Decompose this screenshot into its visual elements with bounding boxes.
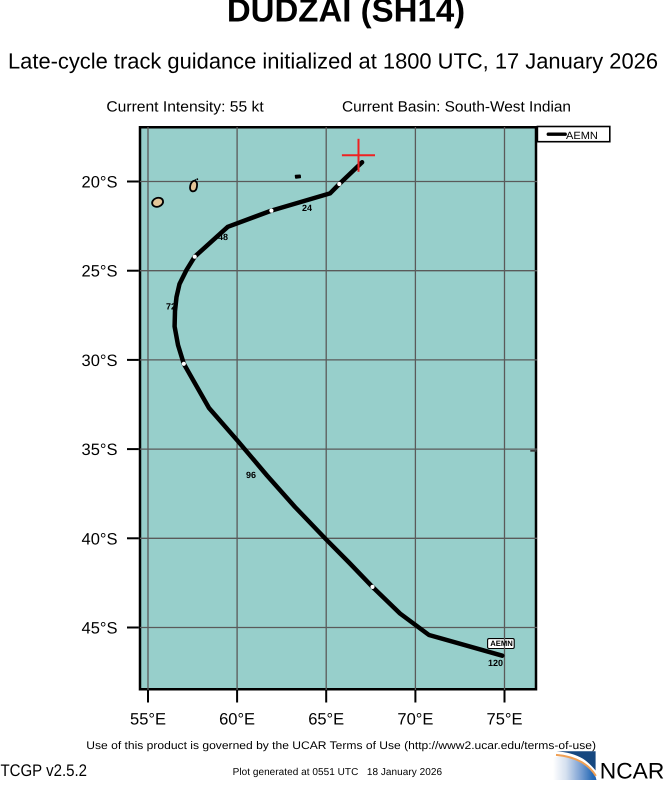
svg-text:TCGP v2.5.2: TCGP v2.5.2: [1, 761, 88, 780]
svg-text:70°E: 70°E: [397, 711, 433, 729]
svg-text:55°E: 55°E: [130, 711, 166, 729]
svg-text:60°E: 60°E: [219, 711, 255, 729]
svg-text:96: 96: [246, 470, 256, 480]
svg-text:35°S: 35°S: [82, 441, 118, 459]
svg-text:Use of this product is governe: Use of this product is governed by the U…: [86, 740, 596, 752]
svg-text:24: 24: [302, 203, 312, 213]
svg-text:45°S: 45°S: [82, 620, 118, 638]
svg-text:NCAR: NCAR: [600, 758, 665, 780]
svg-text:75°E: 75°E: [487, 711, 523, 729]
svg-text:40°S: 40°S: [82, 530, 118, 548]
svg-text:Plot generated at 0551 UTC 1: Plot generated at 0551 UTC 18 January 20…: [233, 767, 443, 778]
svg-text:Late-cycle track guidance init: Late-cycle track guidance initialized at…: [8, 48, 658, 73]
svg-text:Current Intensity: 55 kt: Current Intensity: 55 kt: [106, 99, 264, 115]
svg-text:DUDZAI (SH14): DUDZAI (SH14): [227, 0, 465, 29]
svg-text:20°S: 20°S: [82, 174, 118, 192]
svg-text:48: 48: [218, 232, 228, 242]
svg-text:65°E: 65°E: [308, 711, 344, 729]
svg-text:25°S: 25°S: [82, 263, 118, 281]
svg-text:AEMN: AEMN: [490, 639, 513, 648]
svg-text:72: 72: [166, 301, 176, 311]
svg-text:AEMN: AEMN: [566, 130, 598, 142]
svg-text:Current Basin: South-West Indi: Current Basin: South-West Indian: [342, 99, 571, 115]
svg-text:30°S: 30°S: [82, 352, 118, 370]
svg-text:120: 120: [488, 658, 503, 668]
